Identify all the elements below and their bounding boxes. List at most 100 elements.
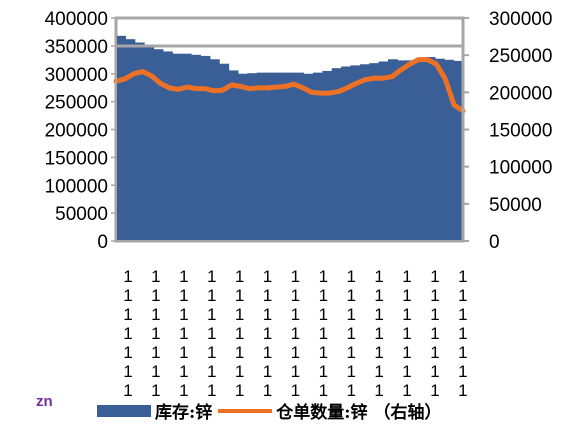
x-category-label: 1 [402,343,411,362]
x-category-label: 1 [123,305,132,324]
watermark-label: zn [36,393,53,410]
x-category-label: 1 [374,267,383,286]
x-category-label: 1 [151,381,160,400]
x-category-label: 1 [179,286,188,305]
x-category-label: 1 [123,381,132,400]
x-category-label: 1 [291,267,300,286]
x-category-label: 1 [458,324,467,343]
x-category-label: 1 [263,343,272,362]
x-category-label: 1 [374,324,383,343]
x-category-label: 1 [207,343,216,362]
legend-label-inventory: 库存:锌 [155,403,213,423]
bar-inventory [378,61,389,242]
x-category-label: 1 [319,267,328,286]
x-category-label: 1 [207,362,216,381]
bar-inventory [247,73,258,241]
x-category-label: 1 [430,267,439,286]
bar-inventory [284,72,295,241]
x-category-label: 1 [319,381,328,400]
bar-inventory [275,72,286,241]
bar-inventory [369,63,380,241]
bar-inventory [181,53,192,242]
bar-inventory [397,60,408,242]
x-category-label: 1 [319,324,328,343]
x-category-label: 1 [291,324,300,343]
bar-inventory [134,42,145,241]
bar-inventory [153,49,164,241]
x-category-label: 1 [430,343,439,362]
x-category-label: 1 [179,343,188,362]
x-category-label: 1 [207,381,216,400]
x-category-label: 1 [430,305,439,324]
x-category-label: 1 [430,362,439,381]
x-category-label: 1 [402,286,411,305]
bar-inventory [341,66,352,241]
x-category-label: 1 [235,343,244,362]
left-tick-label: 50000 [55,204,108,225]
x-category-label: 1 [430,381,439,400]
line-warrants [113,57,466,114]
x-category-label: 1 [235,286,244,305]
bar-inventory [228,70,239,241]
bar-inventory [434,58,445,242]
left-tick-label: 0 [97,232,108,253]
right-tick-label: 50000 [489,195,542,216]
x-category-label: 1 [235,305,244,324]
bar-inventory [359,64,370,242]
x-category-label: 1 [402,362,411,381]
x-category-label: 1 [374,381,383,400]
x-category-label: 1 [207,305,216,324]
bar-inventory [237,73,248,241]
x-category-label: 1 [374,305,383,324]
bar-inventory [350,65,361,241]
x-category-label: 1 [235,362,244,381]
x-category-label: 1 [458,343,467,362]
x-category-label: 1 [402,381,411,400]
right-tick-label: 150000 [489,121,552,142]
right-tick-label: 250000 [489,46,552,67]
legend-label-warrants: 仓单数量:锌 （右轴） [276,403,442,423]
x-category-label: 1 [374,343,383,362]
x-category-label: 1 [291,343,300,362]
x-category-label: 1 [123,324,132,343]
bar-inventory [444,59,455,242]
right-tick-label: 0 [489,232,500,253]
legend-swatch-line [218,408,273,413]
bar-inventory [144,45,155,242]
left-tick-label: 100000 [45,176,108,197]
x-category-label: 1 [458,381,467,400]
bar-inventory [266,72,277,241]
x-category-label: 1 [346,362,355,381]
right-tick-label: 200000 [489,83,552,104]
x-category-label: 1 [319,305,328,324]
x-category-label: 1 [319,362,328,381]
bar-inventory [209,59,220,242]
x-category-label: 1 [458,362,467,381]
x-category-label: 1 [123,267,132,286]
x-category-label: 1 [263,267,272,286]
x-category-label: 1 [123,286,132,305]
x-category-label: 1 [319,343,328,362]
left-tick-label: 350000 [45,37,108,58]
bar-inventory [406,60,417,242]
x-category-label: 1 [402,267,411,286]
x-category-label: 1 [207,267,216,286]
x-category-label: 1 [402,324,411,343]
bar-inventory [387,59,398,242]
x-category-label: 1 [346,305,355,324]
x-category-label: 1 [374,286,383,305]
x-category-label: 1 [179,362,188,381]
x-category-label: 1 [151,286,160,305]
x-category-label: 1 [346,381,355,400]
x-category-label: 1 [151,267,160,286]
left-tick-label: 200000 [45,121,108,142]
bar-inventory [425,57,436,241]
x-category-label: 1 [235,324,244,343]
x-category-label: 1 [263,286,272,305]
x-category-label: 1 [263,362,272,381]
x-category-label: 1 [151,305,160,324]
x-category-label: 1 [291,305,300,324]
bar-inventory [322,70,333,242]
bar-inventory [453,60,464,242]
